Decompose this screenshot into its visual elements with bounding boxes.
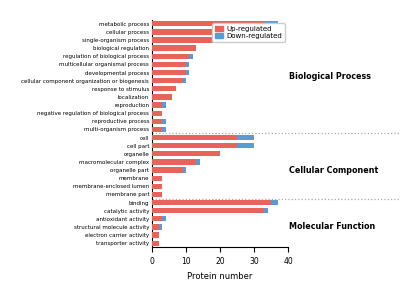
Bar [152, 46, 196, 51]
Bar [264, 208, 268, 213]
Bar [159, 224, 162, 230]
Bar [152, 176, 162, 181]
Bar [152, 241, 159, 246]
Bar [258, 29, 271, 35]
Bar [186, 70, 190, 75]
Legend: Up-regulated, Down-regulated: Up-regulated, Down-regulated [212, 23, 284, 42]
Bar [196, 159, 200, 165]
Bar [152, 94, 172, 99]
Bar [152, 37, 244, 43]
Bar [152, 135, 237, 140]
Bar [152, 167, 182, 173]
Bar [162, 127, 166, 132]
Bar [162, 102, 166, 108]
Bar [152, 143, 237, 148]
Bar [244, 37, 250, 43]
Bar [186, 62, 190, 67]
Bar [152, 208, 264, 213]
Bar [152, 192, 162, 197]
Bar [190, 54, 193, 59]
Bar [152, 216, 162, 221]
Bar [152, 102, 162, 108]
Text: Molecular Function: Molecular Function [289, 223, 376, 232]
X-axis label: Protein number: Protein number [187, 271, 253, 280]
Bar [237, 135, 254, 140]
Bar [162, 119, 166, 124]
Bar [264, 21, 278, 26]
Bar [152, 159, 196, 165]
Bar [152, 224, 159, 230]
Bar [152, 62, 186, 67]
Bar [162, 216, 166, 221]
Bar [271, 200, 278, 205]
Bar [152, 200, 271, 205]
Bar [182, 167, 186, 173]
Bar [152, 127, 162, 132]
Bar [152, 119, 162, 124]
Bar [152, 78, 182, 83]
Text: Biological Process: Biological Process [289, 72, 371, 81]
Text: Cellular Component: Cellular Component [289, 166, 379, 175]
Bar [182, 78, 186, 83]
Bar [152, 70, 186, 75]
Bar [152, 86, 176, 91]
Bar [152, 21, 264, 26]
Bar [152, 54, 190, 59]
Bar [237, 143, 254, 148]
Bar [152, 110, 162, 116]
Bar [152, 184, 162, 189]
Bar [152, 151, 220, 157]
Bar [152, 232, 159, 238]
Bar [152, 29, 258, 35]
